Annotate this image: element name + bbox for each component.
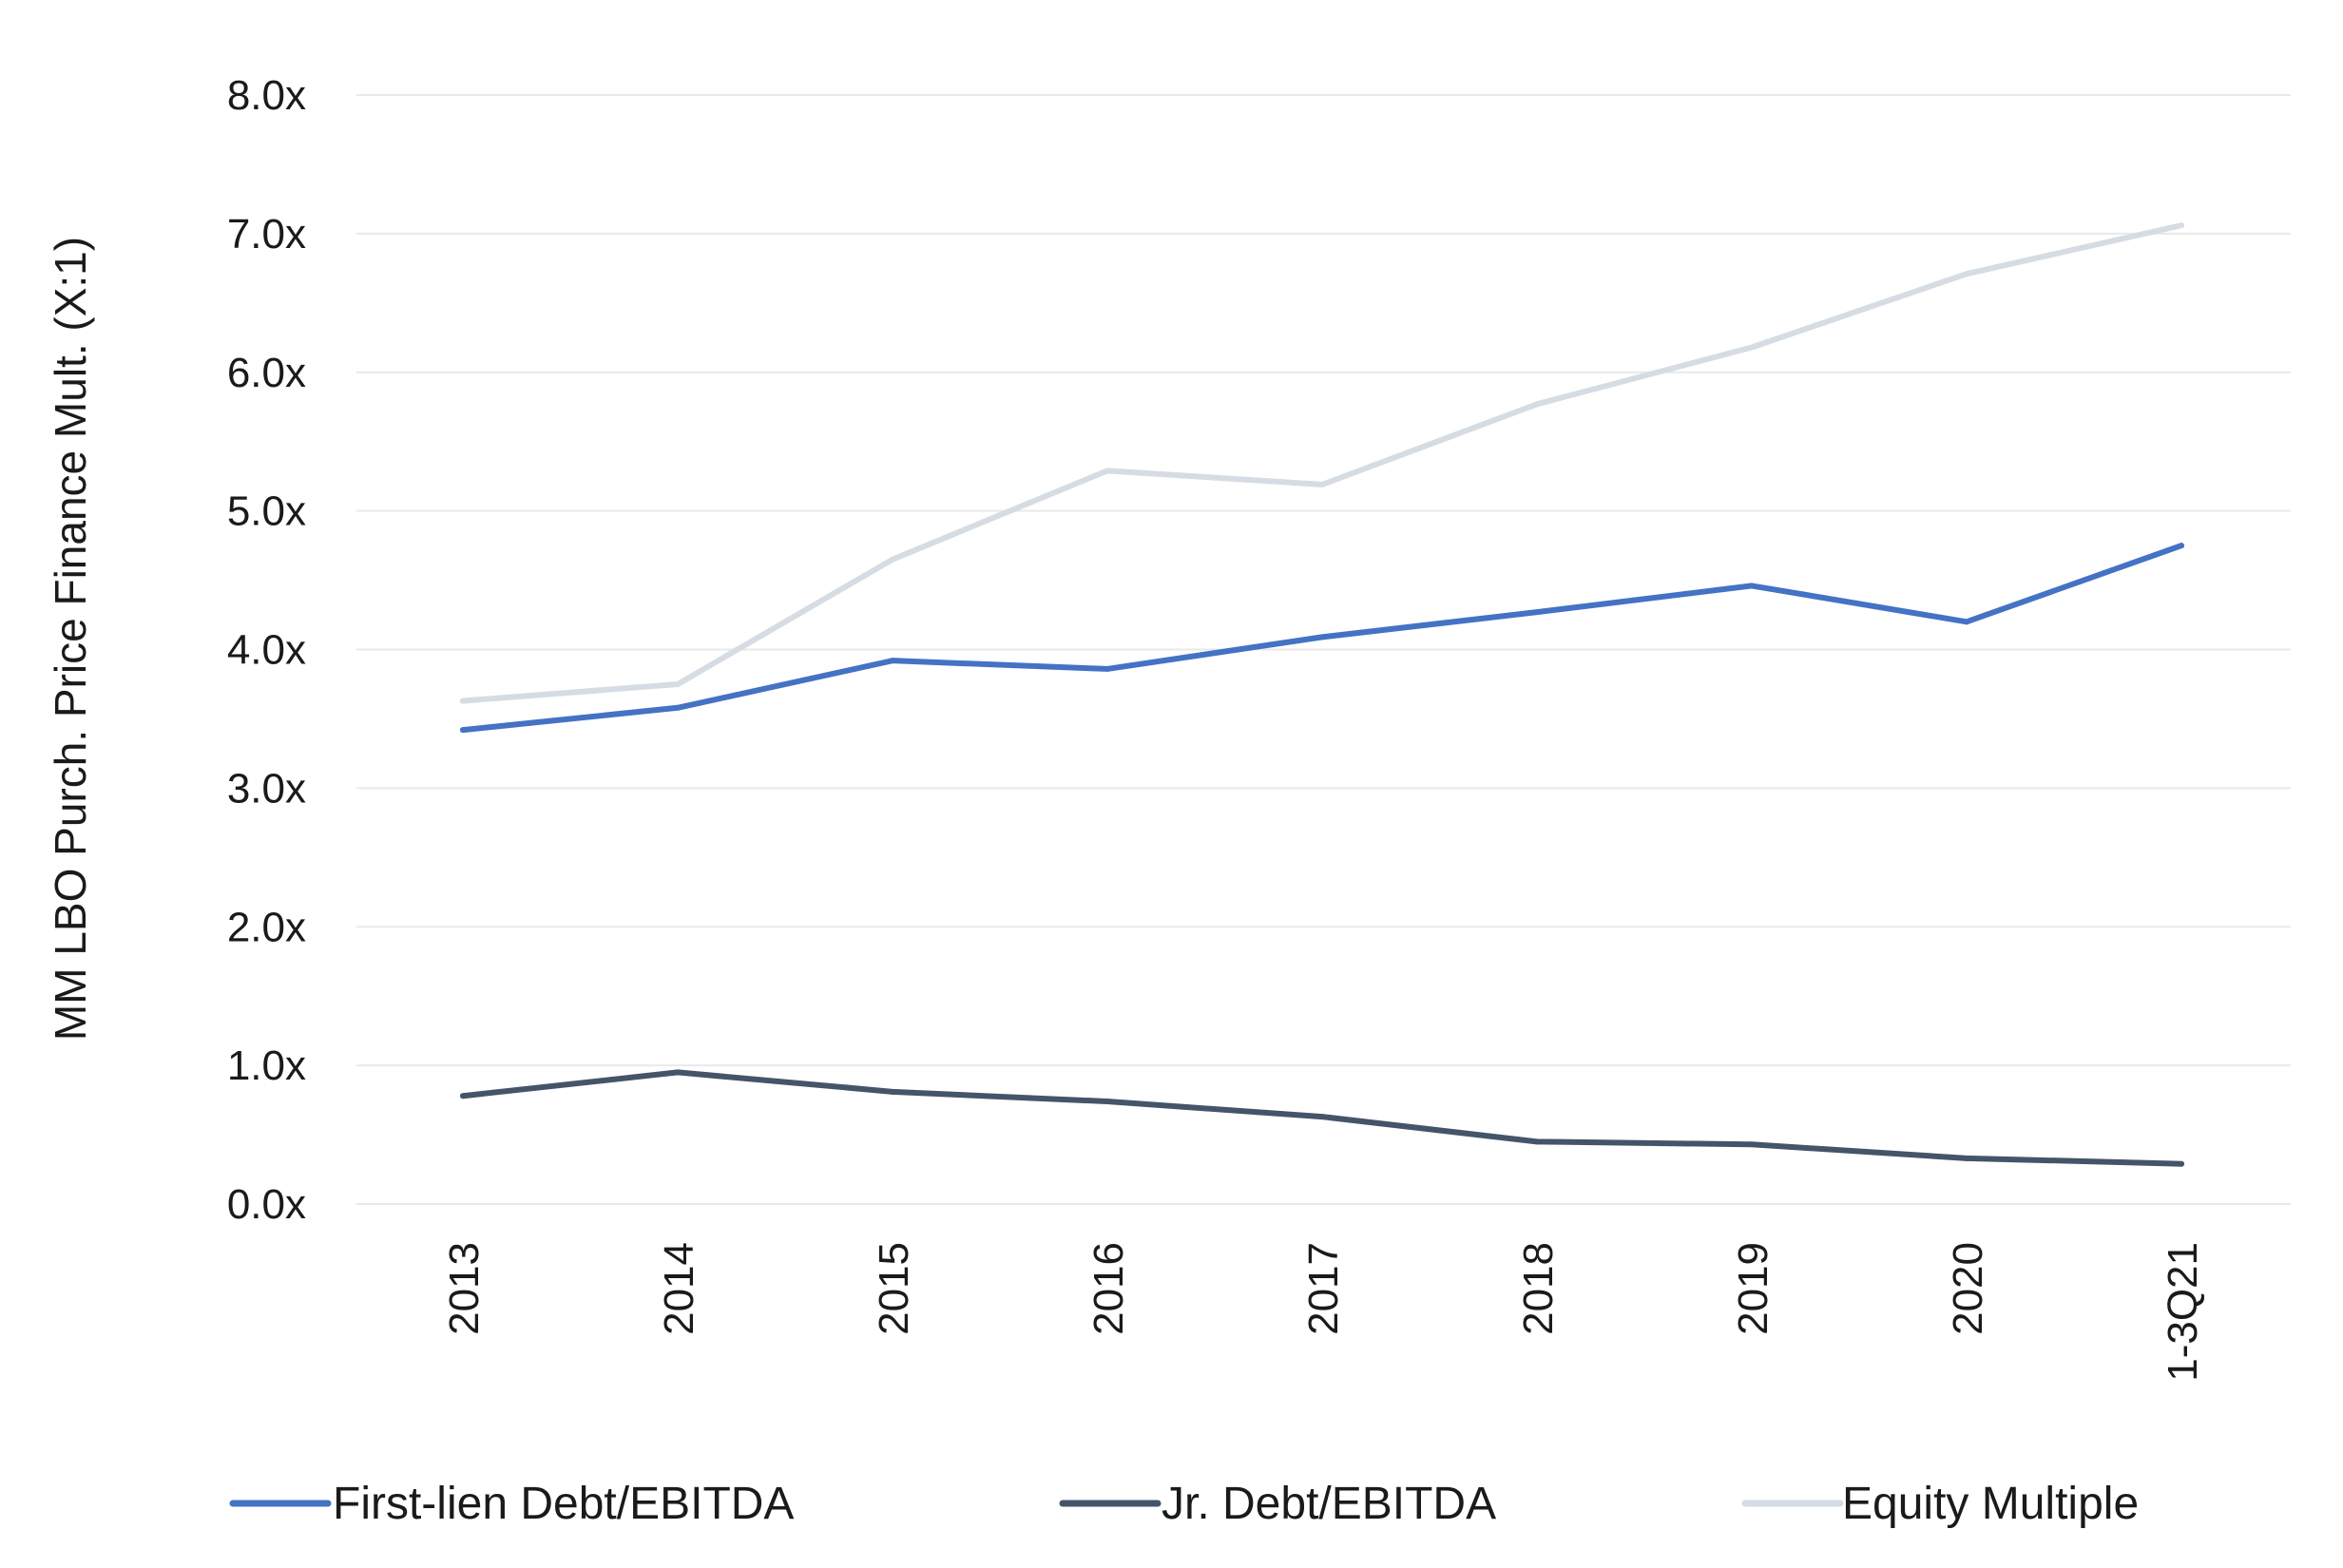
data-point-jr-debt-ebitda	[890, 1088, 895, 1095]
data-point-first-lien-debt-ebitda	[675, 704, 681, 711]
y-tick-label: 8.0x	[227, 72, 306, 119]
data-point-jr-debt-ebitda	[1534, 1138, 1540, 1145]
data-point-jr-debt-ebitda	[460, 1093, 466, 1100]
data-point-first-lien-debt-ebitda	[1749, 583, 1755, 589]
y-tick-label: 3.0x	[227, 765, 306, 812]
data-point-equity-multiple	[2179, 222, 2184, 229]
y-tick-label: 1.0x	[227, 1042, 306, 1089]
data-point-equity-multiple	[1534, 401, 1540, 408]
data-point-equity-multiple	[890, 556, 895, 563]
y-tick-label: 0.0x	[227, 1181, 306, 1228]
y-tick-label: 2.0x	[227, 904, 306, 950]
legend-label-first-lien-debt-ebitda: First-lien Debt/EBITDA	[333, 1479, 794, 1529]
y-axis-title: MM LBO Purch. Price Finance Mult. (X:1)	[46, 237, 95, 1041]
data-point-equity-multiple	[1319, 481, 1325, 488]
data-point-jr-debt-ebitda	[1319, 1114, 1325, 1120]
data-point-equity-multiple	[1104, 468, 1110, 474]
x-tick-label: 2017	[1300, 1242, 1347, 1335]
x-tick-label: 2013	[441, 1242, 488, 1335]
data-point-jr-debt-ebitda	[1964, 1155, 1969, 1161]
gridlines	[356, 94, 2291, 1205]
y-tick-label: 5.0x	[227, 488, 306, 535]
y-tick-label: 7.0x	[227, 211, 306, 258]
x-tick-label: 2020	[1945, 1242, 1991, 1335]
data-point-jr-debt-ebitda	[2179, 1160, 2184, 1167]
data-point-equity-multiple	[675, 680, 681, 687]
x-tick-label: 1-3Q21	[2160, 1242, 2206, 1382]
data-point-first-lien-debt-ebitda	[460, 727, 466, 734]
data-point-first-lien-debt-ebitda	[890, 658, 895, 664]
data-point-equity-multiple	[1749, 344, 1755, 351]
x-tick-label: 2014	[656, 1242, 702, 1335]
x-tick-label: 2015	[871, 1242, 917, 1335]
y-axis-ticks: 0.0x 1.0x 2.0x 3.0x 4.0x 5.0x 6.0x 7.0x 8.0x	[227, 72, 306, 1228]
legend-label-jr-debt-ebitda: Jr. Debt/EBITDA	[1162, 1479, 1496, 1529]
data-point-first-lien-debt-ebitda	[1104, 665, 1110, 672]
x-tick-label: 2018	[1515, 1242, 1562, 1335]
data-point-first-lien-debt-ebitda	[1319, 634, 1325, 641]
series-lines	[460, 222, 2184, 1167]
data-point-equity-multiple	[460, 698, 466, 704]
data-point-jr-debt-ebitda	[1104, 1099, 1110, 1105]
y-tick-label: 6.0x	[227, 350, 306, 396]
y-tick-label: 4.0x	[227, 627, 306, 674]
data-point-jr-debt-ebitda	[675, 1069, 681, 1076]
data-point-jr-debt-ebitda	[1749, 1141, 1755, 1148]
data-point-equity-multiple	[1964, 271, 1969, 277]
data-point-first-lien-debt-ebitda	[1964, 619, 1969, 625]
data-point-first-lien-debt-ebitda	[2179, 543, 2184, 549]
x-tick-label: 2016	[1085, 1242, 1132, 1335]
legend-label-equity-multiple: Equity Multiple	[1842, 1479, 2139, 1529]
data-point-first-lien-debt-ebitda	[1534, 609, 1540, 616]
x-tick-label: 2019	[1730, 1242, 1776, 1335]
x-axis-ticks: 2013 2014 2015 2016 2017 2018 2019 2020 1-3Q21	[441, 1242, 2206, 1382]
series-line-equity-multiple	[460, 222, 2184, 704]
legend: First-lien Debt/EBITDA Jr. Debt/EBITDA Equ…	[229, 1479, 2139, 1529]
